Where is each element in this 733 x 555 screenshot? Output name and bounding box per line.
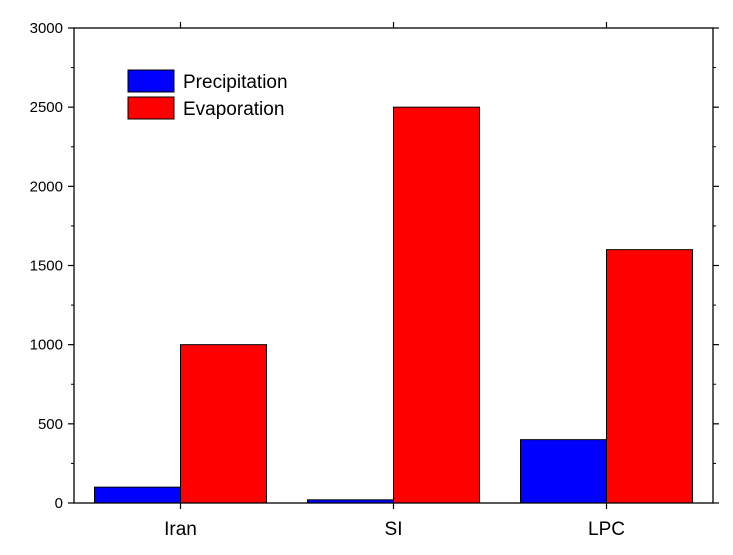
legend-swatch-evaporation — [127, 96, 175, 120]
bars-layer — [94, 106, 693, 504]
bar-precipitation-iran — [94, 486, 181, 504]
bar-evaporation-si — [393, 106, 480, 504]
y-tick-label: 0 — [55, 495, 63, 512]
y-tick-label: 2000 — [30, 178, 63, 195]
axes-layer: Iran SI LPC 0 500 1000 1500 2000 2500 3000 — [30, 20, 719, 540]
x-tick-label-lpc: LPC — [588, 519, 625, 540]
legend-label-precipitation: Precipitation — [183, 72, 288, 93]
bar-evaporation-lpc — [606, 249, 693, 504]
legend-swatch-precipitation — [127, 69, 175, 93]
bar-evaporation-iran — [180, 344, 267, 504]
x-tick-label-iran: Iran — [164, 519, 197, 540]
y-tick-label: 3000 — [30, 20, 63, 37]
legend-label-evaporation: Evaporation — [183, 99, 284, 120]
y-tick-label: 500 — [38, 416, 63, 433]
x-tick-label-si: SI — [385, 519, 403, 540]
legend: Precipitation Evaporation — [127, 69, 288, 120]
y-tick-label: 1000 — [30, 337, 63, 354]
y-tick-label: 2500 — [30, 99, 63, 116]
y-tick-label: 1500 — [30, 258, 63, 275]
bar-precipitation-lpc — [520, 439, 607, 504]
